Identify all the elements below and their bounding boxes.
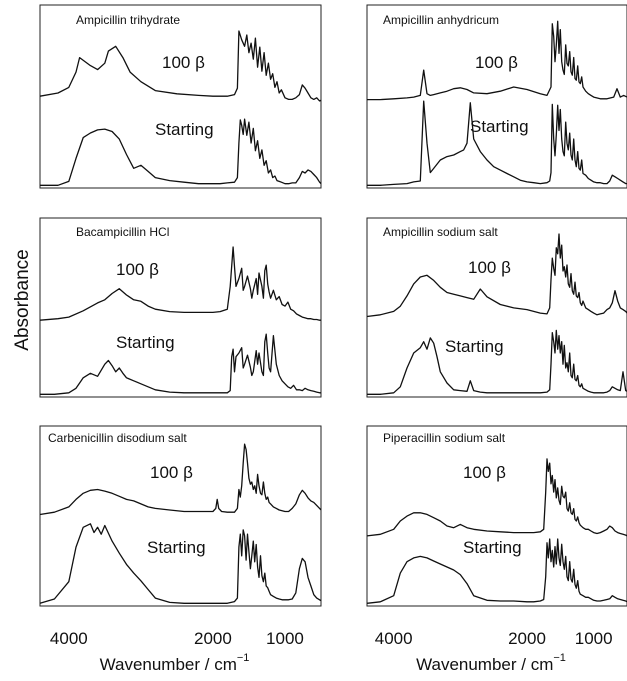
panel-title: Bacampicillin HCl <box>76 225 169 239</box>
spectrum-trace-100-beta <box>366 458 627 537</box>
spectrum-trace-starting <box>366 538 627 604</box>
x-axis-title-text: Wavenumber / cm <box>416 655 553 674</box>
trace-label-starting: Starting <box>470 117 529 136</box>
x-tick-label: 4000 <box>50 629 88 648</box>
panel-frame <box>366 4 627 189</box>
spectrum-panel-piperacillin-sodium-salt: Piperacillin sodium salt 100 β Starting <box>366 425 627 607</box>
spectrum-panel-ampicillin-trihydrate: Ampicillin trihydrate 100 β Starting <box>39 4 322 189</box>
spectrum-panel-bacampicillin-hcl: Bacampicillin HCl 100 β Starting <box>39 217 322 398</box>
panel-title: Piperacillin sodium salt <box>383 431 506 445</box>
spectrum-panel-ampicillin-anhydricum: Ampicillin anhydricum 100 β Starting <box>366 4 627 189</box>
x-axis-title-exponent: −1 <box>553 652 566 664</box>
spectrum-trace-100-beta <box>39 30 322 102</box>
trace-label-100-beta: 100 β <box>116 260 159 279</box>
spectrum-trace-100-beta <box>367 20 627 101</box>
x-tick-label: 2000 <box>508 629 546 648</box>
x-axis-title: Wavenumber / cm−1 <box>100 652 250 674</box>
x-tick-label: 1000 <box>575 629 613 648</box>
trace-label-100-beta: 100 β <box>475 53 518 72</box>
panel-title: Ampicillin sodium salt <box>383 225 498 239</box>
panel-frame <box>39 217 322 398</box>
trace-label-100-beta: 100 β <box>150 463 193 482</box>
spectrum-trace-starting <box>367 100 627 186</box>
spectrum-trace-starting <box>40 118 322 186</box>
panel-frame <box>366 425 627 607</box>
x-axis-title: Wavenumber / cm−1 <box>416 652 566 674</box>
spectrum-trace-100-beta <box>39 246 321 321</box>
panel-title: Ampicillin anhydricum <box>383 13 499 27</box>
spectrum-trace-starting <box>367 329 627 395</box>
spectrum-trace-100-beta <box>39 443 322 516</box>
panel-title: Ampicillin trihydrate <box>76 13 180 27</box>
trace-label-starting: Starting <box>116 333 175 352</box>
x-tick-label: 1000 <box>266 629 304 648</box>
trace-label-starting: Starting <box>155 120 214 139</box>
trace-label-starting: Starting <box>147 538 206 557</box>
x-tick-label: 2000 <box>194 629 232 648</box>
spectrum-trace-100-beta <box>366 233 627 318</box>
trace-label-starting: Starting <box>463 538 522 557</box>
panel-frame <box>39 4 322 189</box>
panel-frame <box>39 425 322 607</box>
x-axis-title-text: Wavenumber / cm <box>100 655 237 674</box>
spectrum-panel-carbenicillin-disodium-salt: Carbenicillin disodium salt 100 β Starting <box>39 425 322 607</box>
trace-label-100-beta: 100 β <box>463 463 506 482</box>
trace-label-starting: Starting <box>445 337 504 356</box>
y-axis-title: Absorbance <box>12 249 33 350</box>
panel-title: Carbenicillin disodium salt <box>48 431 187 445</box>
spectrum-trace-starting <box>39 523 322 604</box>
x-axis-title-exponent: −1 <box>237 652 250 664</box>
trace-label-100-beta: 100 β <box>162 53 205 72</box>
panel-frame <box>366 217 627 398</box>
x-tick-label: 4000 <box>375 629 413 648</box>
trace-label-100-beta: 100 β <box>468 258 511 277</box>
spectrum-trace-starting <box>40 333 321 395</box>
spectrum-panel-ampicillin-sodium-salt: Ampicillin sodium salt 100 β Starting <box>366 217 627 398</box>
